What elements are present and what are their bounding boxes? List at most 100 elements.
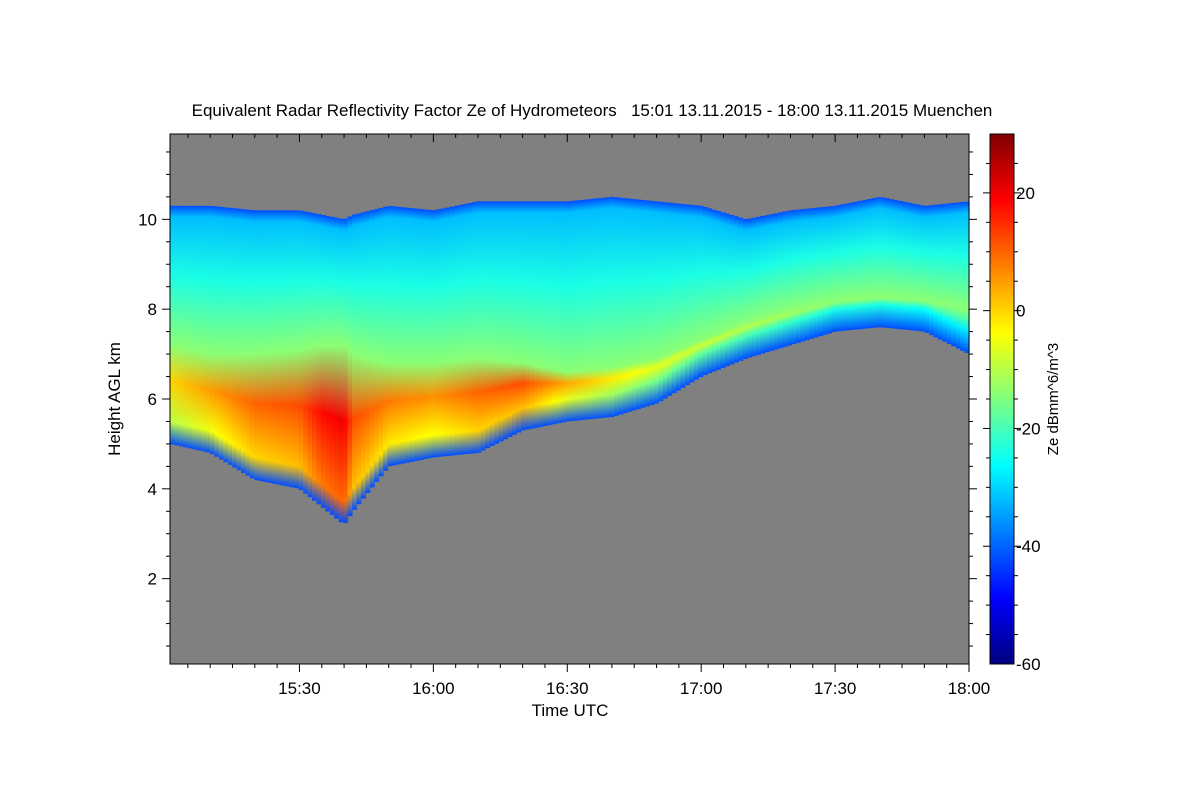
- reflectivity-column: [209, 206, 215, 455]
- reflectivity-column: [272, 210, 278, 484]
- reflectivity-column: [391, 206, 397, 466]
- reflectivity-column: [494, 201, 500, 444]
- reflectivity-column: [920, 205, 926, 332]
- reflectivity-column: [334, 217, 340, 519]
- reflectivity-column: [294, 210, 300, 489]
- reflectivity-column: [298, 210, 304, 491]
- x-axis-ticks: 15:30 16:00 16:30 17:00 17:30 18:00: [187, 134, 990, 698]
- reflectivity-column: [551, 201, 557, 425]
- reflectivity-column: [227, 207, 233, 465]
- reflectivity-column: [316, 214, 322, 505]
- reflectivity-column: [587, 199, 593, 420]
- y-axis-ticks: 2 4 6 8 10: [138, 151, 977, 647]
- reflectivity-column: [320, 215, 326, 508]
- reflectivity-column: [880, 197, 886, 328]
- reflectivity-column: [236, 208, 242, 471]
- colorbar-tick-label: -20: [1016, 419, 1041, 438]
- reflectivity-column: [423, 209, 429, 460]
- reflectivity-column: [347, 216, 353, 517]
- reflectivity-column: [223, 207, 229, 463]
- reflectivity-column: [764, 215, 770, 353]
- reflectivity-column: [582, 199, 588, 420]
- reflectivity-column: [307, 212, 313, 498]
- reflectivity-column: [436, 209, 442, 457]
- reflectivity-column: [680, 204, 686, 388]
- y-tick-label: 2: [148, 570, 157, 589]
- reflectivity-column: [818, 207, 824, 337]
- reflectivity-column: [263, 210, 269, 482]
- reflectivity-column: [831, 206, 837, 333]
- x-axis-label: Time UTC: [532, 701, 609, 720]
- reflectivity-column: [405, 207, 411, 463]
- reflectivity-column: [351, 214, 358, 510]
- reflectivity-column: [671, 203, 677, 394]
- reflectivity-column: [964, 201, 970, 353]
- reflectivity-column: [485, 201, 491, 449]
- reflectivity-column: [196, 205, 202, 451]
- colorbar-tick-label: -60: [1016, 655, 1041, 674]
- reflectivity-column: [791, 210, 797, 345]
- reflectivity-column: [476, 201, 482, 453]
- reflectivity-column: [329, 216, 335, 516]
- reflectivity-column: [600, 197, 606, 418]
- reflectivity-column: [471, 202, 477, 454]
- reflectivity-column: [267, 210, 273, 483]
- reflectivity-column: [573, 200, 579, 421]
- reflectivity-column: [942, 203, 948, 342]
- reflectivity-column: [170, 205, 176, 445]
- reflectivity-column: [454, 205, 460, 456]
- reflectivity-column: [862, 199, 868, 329]
- reflectivity-column: [511, 201, 517, 435]
- reflectivity-column: [911, 203, 917, 331]
- x-tick-label: 16:00: [412, 679, 455, 698]
- reflectivity-column: [533, 201, 540, 428]
- reflectivity-column: [529, 201, 535, 429]
- reflectivity-column: [613, 197, 619, 416]
- reflectivity-column: [440, 208, 446, 457]
- reflectivity-column: [782, 211, 788, 347]
- reflectivity-column: [853, 201, 859, 330]
- reflectivity-column: [378, 207, 384, 477]
- reflectivity-column: [662, 202, 668, 399]
- reflectivity-column: [618, 197, 624, 415]
- reflectivity-column: [596, 198, 602, 419]
- y-tick-label: 4: [148, 480, 157, 499]
- reflectivity-column: [409, 208, 415, 462]
- reflectivity-column: [769, 214, 775, 351]
- reflectivity-column: [325, 216, 331, 512]
- reflectivity-column: [937, 204, 943, 340]
- reflectivity-column: [893, 200, 899, 329]
- reflectivity-column: [715, 211, 722, 370]
- reflectivity-column: [889, 199, 895, 329]
- reflectivity-column: [787, 210, 793, 346]
- reflectivity-column: [205, 205, 211, 453]
- reflectivity-column: [498, 201, 504, 442]
- reflectivity-column: [418, 209, 424, 460]
- reflectivity-column: [711, 209, 717, 372]
- y-tick-label: 10: [138, 210, 157, 229]
- reflectivity-column: [289, 210, 295, 488]
- reflectivity-column: [609, 196, 615, 417]
- reflectivity-column: [507, 201, 513, 438]
- reflectivity-column: [866, 199, 872, 329]
- reflectivity-column: [884, 198, 890, 328]
- reflectivity-column: [640, 199, 646, 408]
- reflectivity-column: [822, 206, 828, 335]
- reflectivity-column: [556, 201, 562, 424]
- reflectivity-column: [667, 202, 673, 396]
- reflectivity-column: [724, 213, 730, 367]
- reflectivity-column: [858, 200, 864, 330]
- reflectivity-column: [462, 203, 469, 455]
- reflectivity-column: [622, 198, 628, 414]
- reflectivity-column: [560, 201, 566, 423]
- chart-title: Equivalent Radar Reflectivity Factor Ze …: [192, 101, 993, 120]
- reflectivity-column: [569, 200, 575, 421]
- reflectivity-column: [338, 218, 344, 523]
- reflectivity-column: [445, 207, 451, 456]
- reflectivity-column: [414, 208, 420, 461]
- reflectivity-column: [755, 216, 761, 355]
- reflectivity-column: [285, 210, 291, 487]
- reflectivity-column: [542, 201, 548, 426]
- reflectivity-column: [591, 198, 597, 419]
